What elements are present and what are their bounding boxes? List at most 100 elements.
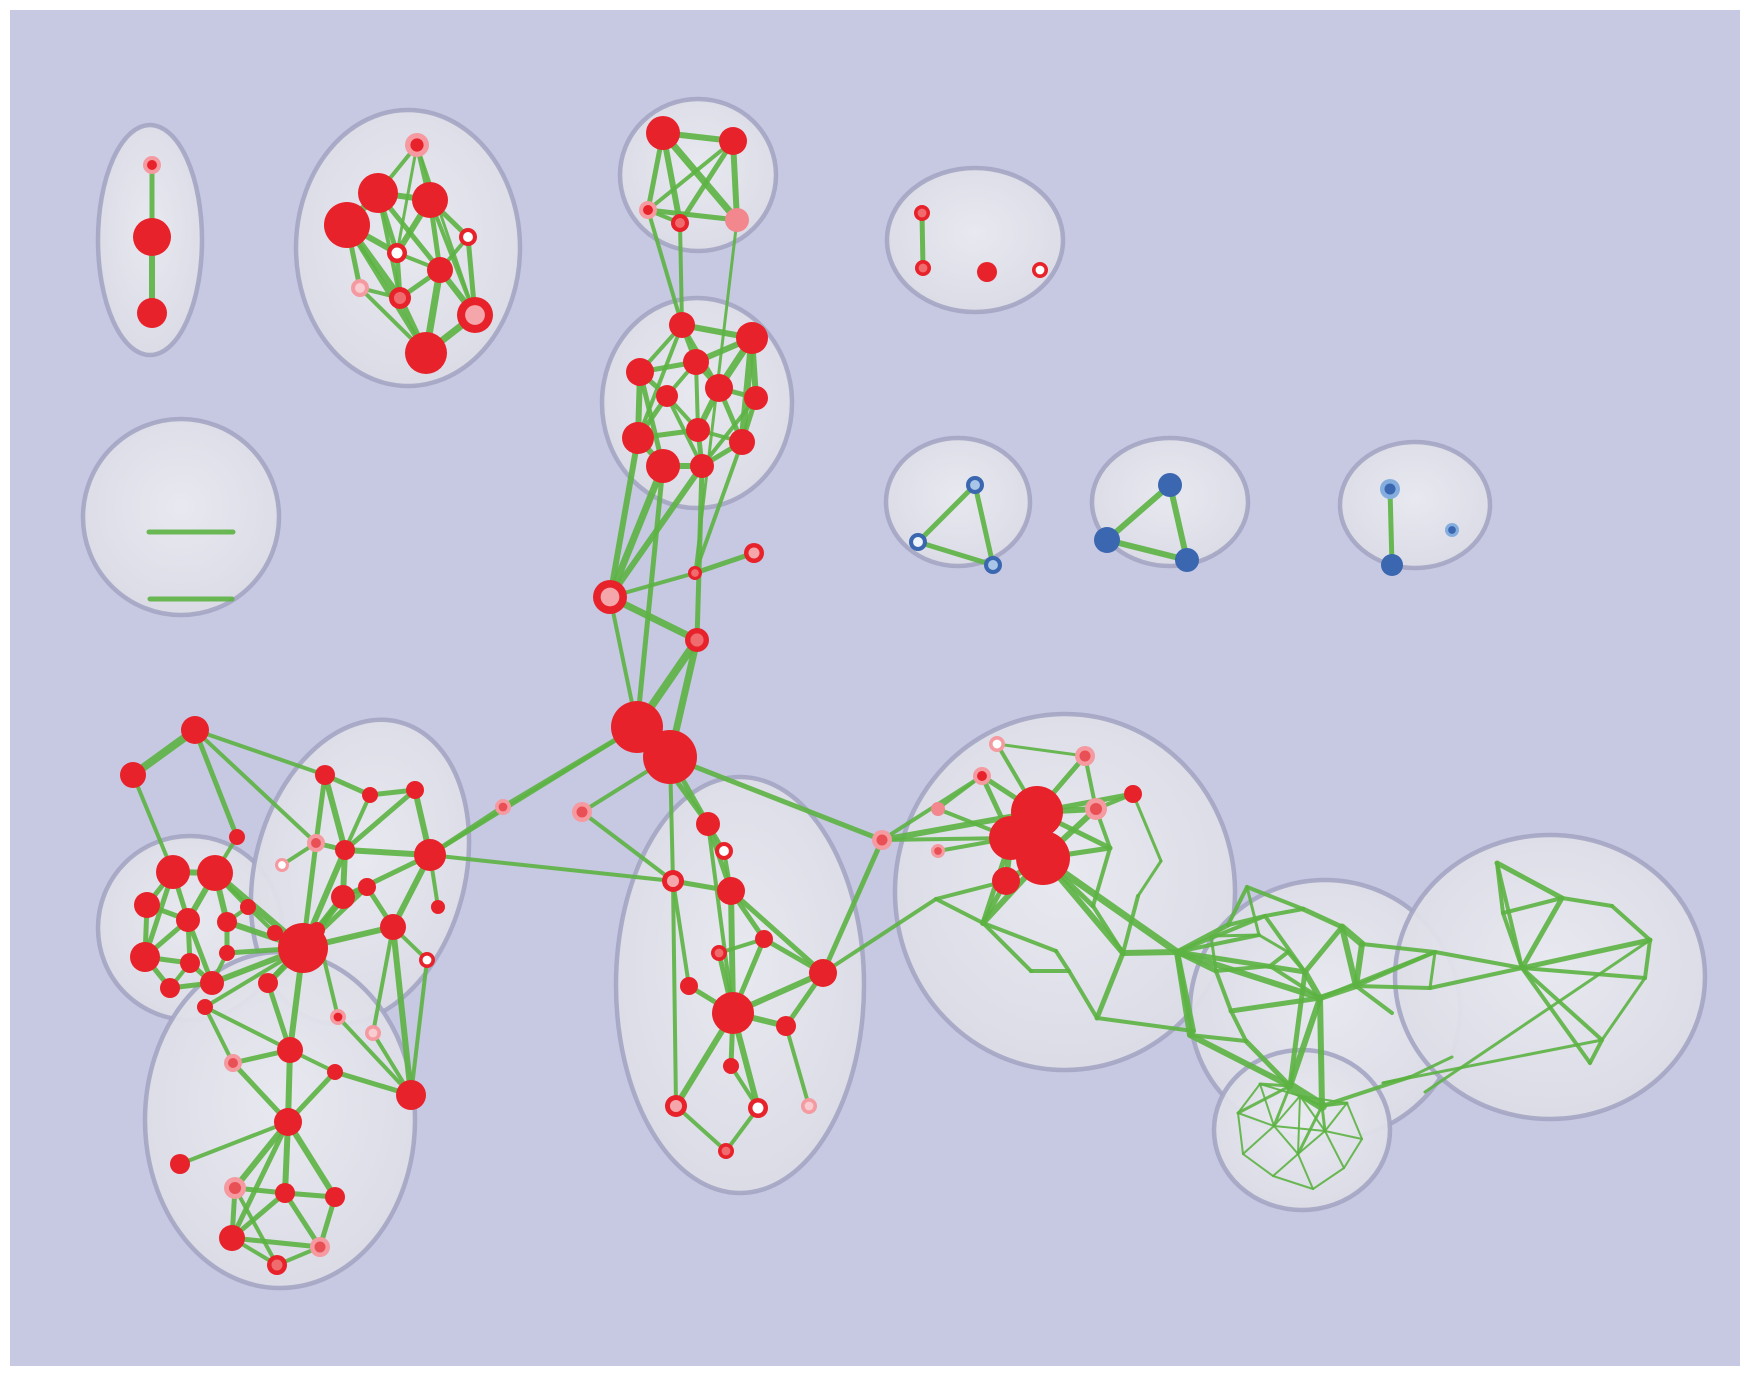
network-edge: [1175, 914, 1267, 954]
network-edge: [193, 728, 327, 777]
network-edge: [1054, 949, 1071, 973]
network-edge: [694, 463, 705, 643]
network-node: [723, 1058, 739, 1074]
network-node: [1380, 479, 1400, 499]
network-edge: [1228, 995, 1323, 1014]
network-node: [267, 1255, 287, 1275]
network-edge: [1245, 885, 1305, 911]
network-edge: [671, 879, 678, 1108]
network-edge: [1346, 1102, 1363, 1140]
network-node: [389, 287, 411, 309]
network-node: [219, 945, 235, 961]
network-node: [712, 992, 754, 1034]
network-edge: [428, 853, 675, 883]
network-node: [330, 1009, 346, 1025]
network-node: [277, 1037, 303, 1063]
network-edge: [915, 482, 978, 545]
network-edge: [1091, 904, 1125, 955]
network-node: [686, 418, 710, 442]
network-node: [931, 844, 945, 858]
network-edge: [409, 958, 429, 1097]
network-edge: [1354, 984, 1394, 1015]
network-edge: [981, 921, 1058, 953]
network-edge: [1257, 933, 1290, 954]
network-node: [662, 870, 684, 892]
network-edge: [1286, 950, 1307, 974]
network-edge: [821, 897, 938, 975]
network-edge: [1302, 969, 1323, 1001]
network-node: [275, 1183, 295, 1203]
network-edge: [1273, 1095, 1301, 1127]
network-node: [180, 953, 200, 973]
network-edge: [1501, 911, 1524, 970]
network-edge: [700, 396, 758, 468]
network-edge: [1519, 937, 1653, 971]
network-edge: [1268, 950, 1290, 968]
network-node: [258, 973, 278, 993]
network-node: [315, 765, 335, 785]
network-edge: [1354, 950, 1437, 988]
network-edge: [371, 925, 395, 1035]
network-nodes: [120, 116, 1459, 1275]
network-node: [217, 912, 237, 932]
network-node: [414, 839, 446, 871]
network-edge: [677, 138, 736, 226]
network-edge: [1214, 964, 1272, 973]
network-edge: [1297, 1153, 1314, 1190]
network-node: [966, 476, 984, 494]
network-node: [809, 959, 837, 987]
network-edge: [336, 1015, 413, 1097]
network-edge: [1188, 1033, 1248, 1043]
network-node: [160, 978, 180, 998]
network-node: [275, 858, 289, 872]
network-node: [219, 1225, 245, 1251]
network-node: [744, 386, 768, 410]
network-node: [989, 736, 1005, 752]
network-node: [143, 156, 161, 174]
network-edge: [1287, 995, 1323, 1089]
network-edge: [1320, 1101, 1349, 1108]
network-edge: [1091, 846, 1112, 908]
network-edge: [1174, 949, 1308, 975]
network-node: [715, 842, 733, 860]
network-edge: [1501, 896, 1564, 915]
network-edge: [1324, 1102, 1348, 1132]
network-edge: [1360, 942, 1437, 954]
network-node: [992, 867, 1020, 895]
network-edge: [1263, 907, 1305, 918]
network-node: [134, 892, 160, 918]
network-edge: [1600, 976, 1647, 1042]
network-edge: [606, 462, 667, 601]
network-edge: [995, 742, 1087, 758]
network-node: [307, 834, 325, 852]
network-node: [358, 173, 398, 213]
cluster-ellipse-nucleotide-metabolism: [80, 416, 282, 618]
network-edge: [229, 1119, 291, 1241]
network-node: [380, 914, 406, 940]
network-node: [931, 802, 945, 816]
network-edge: [1353, 941, 1365, 989]
network-node: [748, 1098, 768, 1118]
network-node: [729, 429, 755, 455]
network-edge: [285, 1119, 338, 1200]
network-edge: [342, 787, 418, 853]
network-node: [1124, 785, 1142, 803]
network-edge: [1519, 895, 1565, 971]
network-node: [671, 214, 689, 232]
network-node: [427, 257, 453, 283]
network-edge: [1209, 933, 1261, 938]
network-node: [419, 952, 435, 968]
network-edge: [1039, 854, 1181, 956]
network-node: [309, 922, 325, 938]
network-edge: [1226, 885, 1249, 927]
network-edge: [706, 822, 735, 1015]
network-node: [1445, 523, 1459, 537]
cluster-ellipse-microtubule-cytoskeleton: [1392, 832, 1708, 1122]
network-node: [396, 1080, 426, 1110]
network-edge: [1298, 1094, 1324, 1108]
network-edge: [1381, 1038, 1604, 1085]
network-edge: [981, 921, 1033, 973]
network-edge: [645, 207, 740, 223]
network-node: [717, 877, 745, 905]
